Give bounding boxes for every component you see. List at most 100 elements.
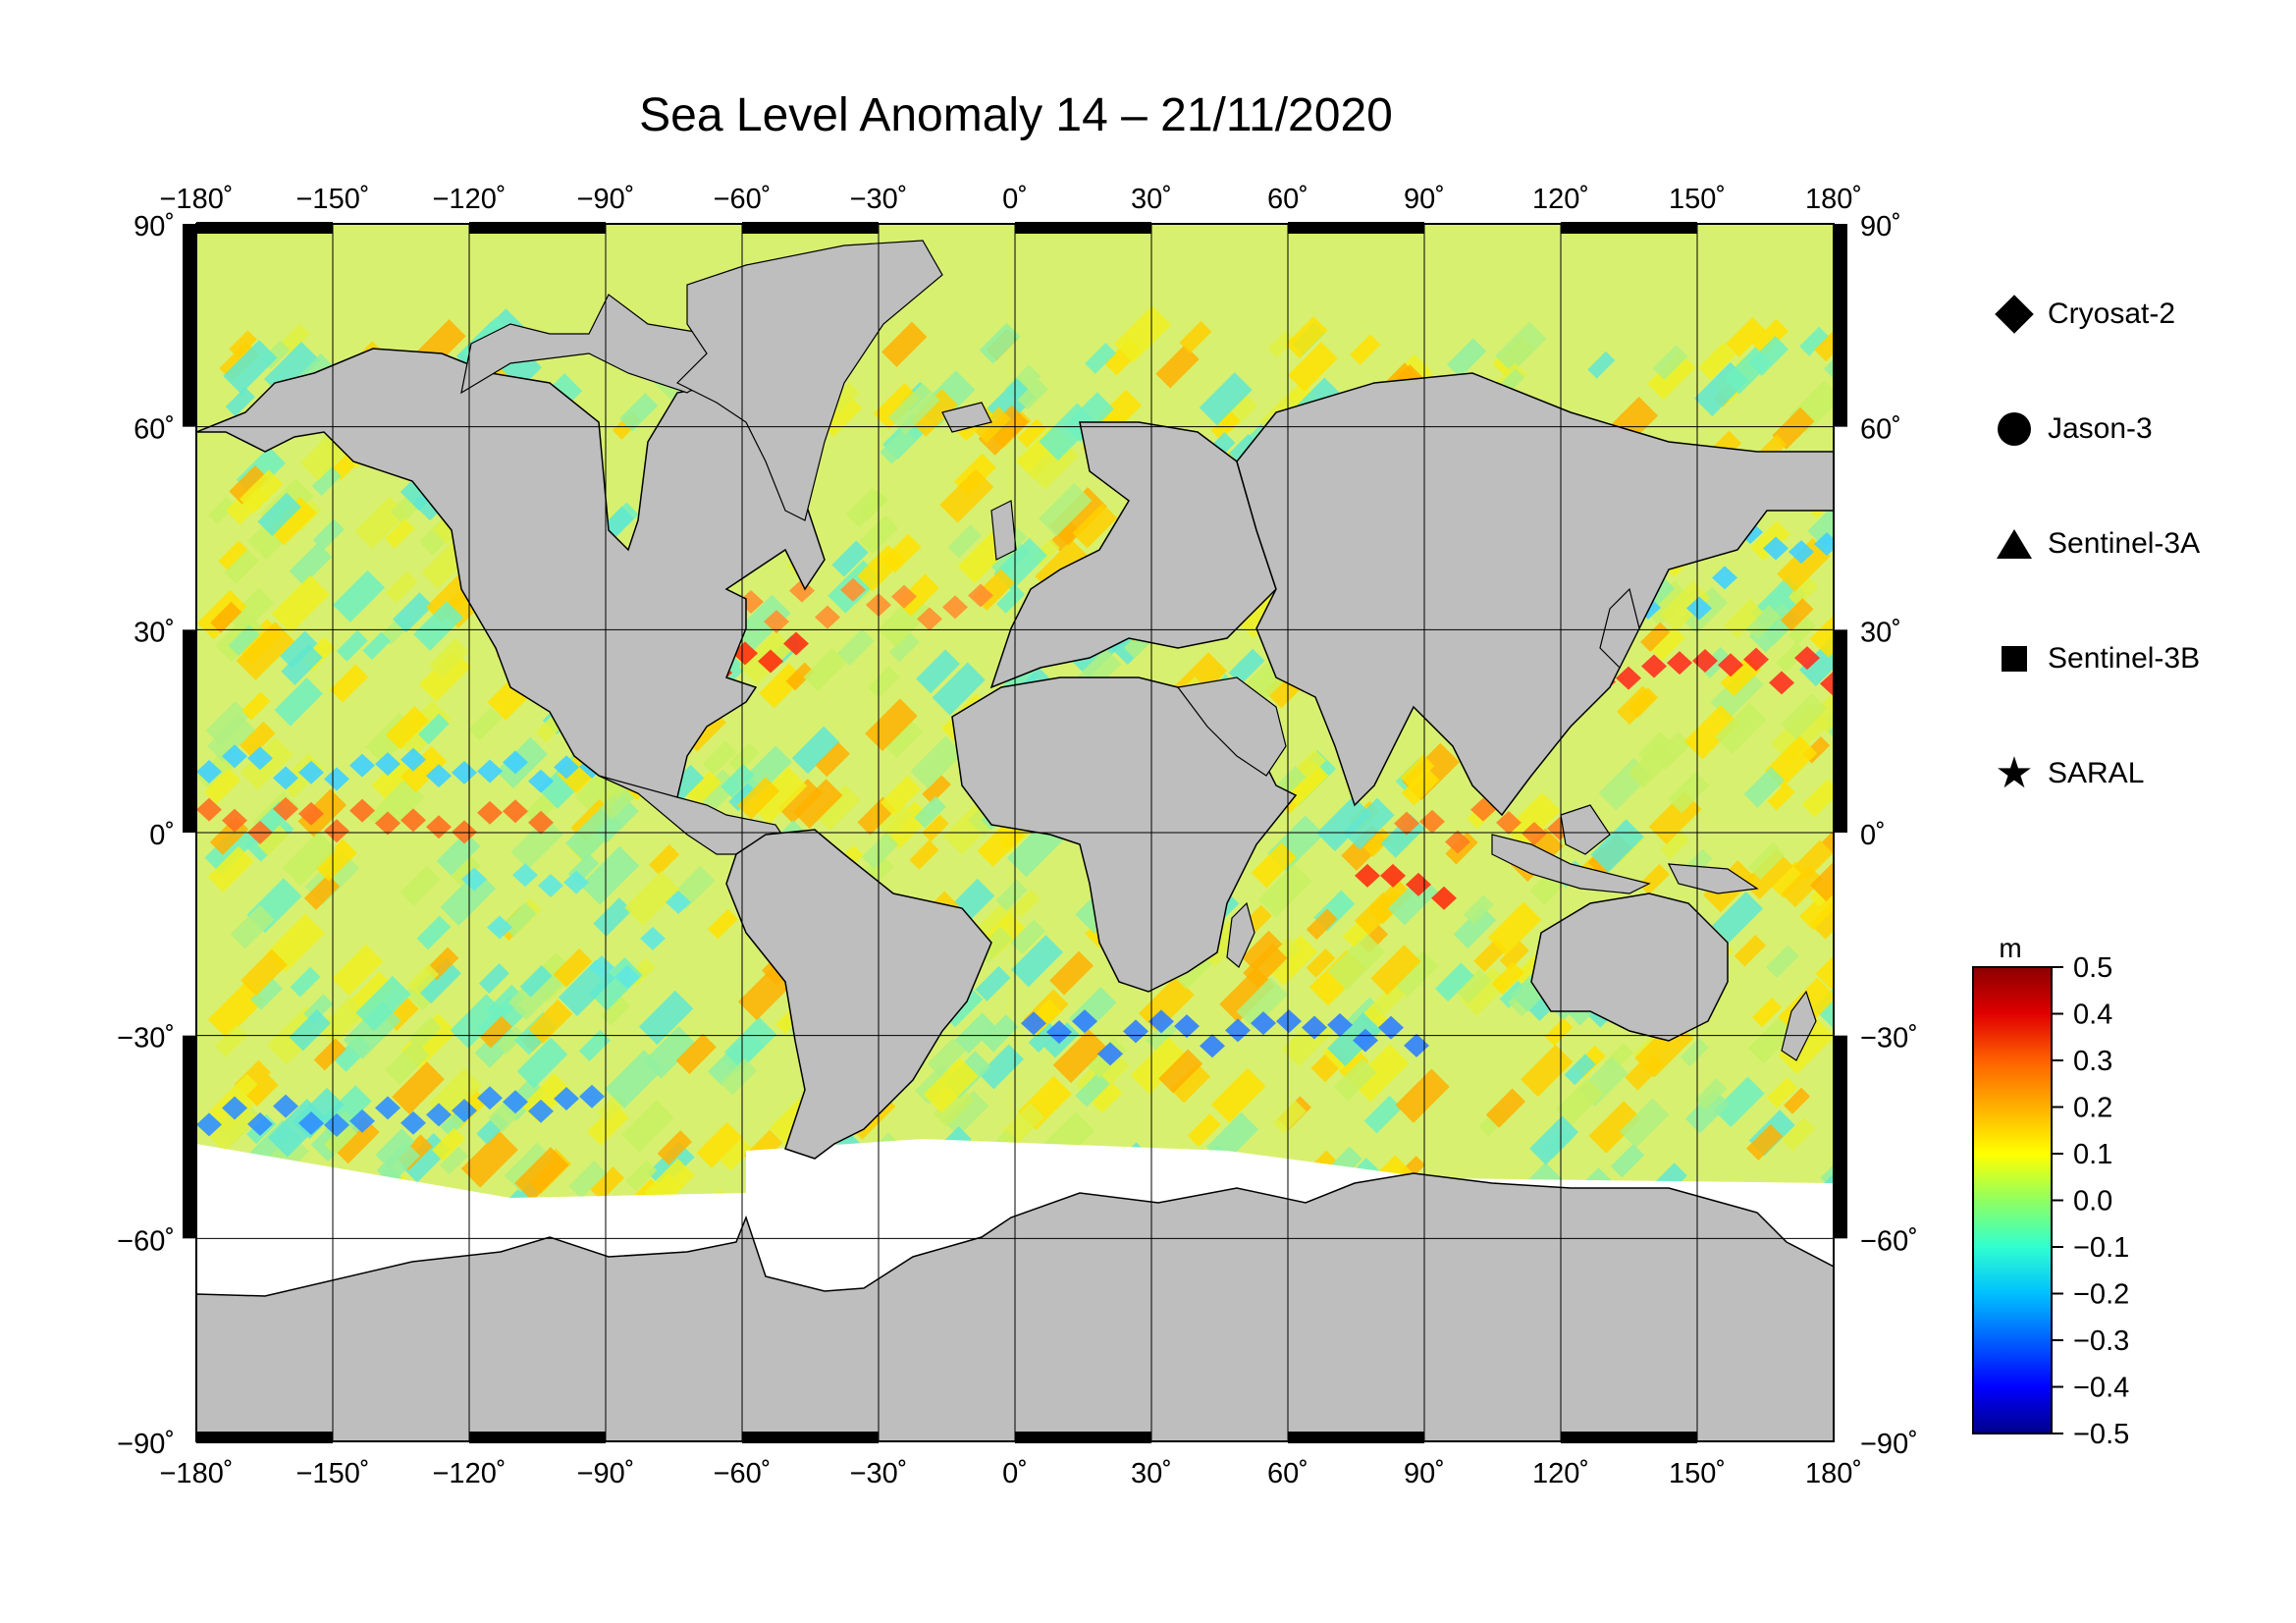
swath-mark: [1745, 1123, 1784, 1161]
lon-tick-label-bottom: −90˚: [577, 1458, 635, 1489]
swath-mark: [289, 1009, 331, 1052]
swath-mark: [880, 775, 922, 817]
swath-mark: [385, 570, 418, 604]
anomaly-mark: [758, 649, 783, 674]
swath-mark: [1814, 330, 1834, 362]
anomaly-mark: [891, 584, 917, 609]
lon-tick-label-bottom: −150˚: [296, 1458, 370, 1489]
swath-mark: [943, 1090, 989, 1137]
swath-mark: [1350, 334, 1381, 365]
swath-mark: [210, 601, 242, 633]
swath-mark: [909, 839, 939, 870]
swath-mark: [857, 544, 904, 592]
anomaly-mark: [1789, 540, 1814, 565]
swath-mark: [1781, 693, 1828, 740]
swath-mark: [312, 518, 345, 551]
lon-tick-label-bottom: 0˚: [1002, 1458, 1028, 1489]
swath-mark: [1784, 1087, 1811, 1114]
swath-mark: [1529, 1115, 1579, 1165]
swath-mark: [230, 904, 275, 949]
swath-mark: [647, 1141, 695, 1189]
swath-mark: [528, 999, 573, 1044]
anomaly-mark: [1225, 1018, 1251, 1043]
lat-tick-label-right: 90˚: [1860, 211, 1901, 243]
swath-mark: [619, 393, 659, 432]
swath-mark: [1767, 783, 1795, 811]
swath-mark: [977, 898, 1021, 943]
swath-mark: [1316, 795, 1372, 852]
anomaly-mark: [1302, 1015, 1327, 1040]
anomaly-mark: [942, 595, 968, 620]
frame-bar-right: [1834, 629, 1847, 833]
anomaly-mark: [666, 891, 691, 915]
anomaly-mark: [1355, 863, 1380, 888]
lon-tick-label-bottom: −30˚: [850, 1458, 908, 1489]
iceland-land: [941, 402, 992, 433]
swath-mark: [791, 726, 840, 775]
swath-mark: [214, 1024, 248, 1057]
swath-mark: [223, 340, 278, 395]
swath-mark: [460, 1130, 518, 1188]
swath-mark: [657, 1130, 693, 1165]
swath-mark: [1395, 1068, 1450, 1123]
swath-mark: [507, 966, 562, 1021]
swath-mark: [1723, 347, 1772, 395]
frame-bar-bottom: [196, 1432, 333, 1443]
swath-mark: [1712, 892, 1764, 944]
anomaly-mark: [1814, 532, 1834, 557]
swath-mark: [1210, 410, 1241, 441]
anomaly-mark: [1148, 1009, 1174, 1034]
swath-mark: [1170, 1063, 1211, 1104]
frame-bar-top: [469, 222, 606, 234]
swath-mark: [624, 870, 680, 927]
swath-mark: [271, 574, 330, 633]
swath-mark: [803, 648, 847, 692]
swath-mark: [981, 1014, 1019, 1053]
lat-tick-label-left: 90˚: [133, 211, 175, 243]
swath-mark: [400, 865, 441, 906]
lon-tick-label-bottom: −120˚: [433, 1458, 507, 1489]
swath-mark: [1257, 863, 1312, 918]
swath-mark: [1644, 580, 1690, 626]
swath-mark: [440, 870, 497, 926]
swath-mark: [1821, 830, 1834, 855]
anomaly-bands: [196, 519, 1834, 1137]
swath-mark: [881, 321, 928, 367]
swath-mark: [737, 964, 794, 1021]
legend-item: Sentinel-3B: [1993, 639, 2200, 678]
swath-mark: [1713, 1076, 1765, 1128]
swath-mark: [362, 631, 391, 661]
swath-mark: [1187, 1113, 1221, 1148]
new-guinea-land: [1667, 863, 1759, 894]
swath-mark: [836, 628, 875, 666]
swath-mark: [1285, 316, 1328, 359]
swath-mark: [1749, 520, 1790, 562]
swath-mark: [600, 996, 631, 1026]
anomaly-mark: [503, 1090, 528, 1114]
lon-tick-label-top: 30˚: [1131, 184, 1172, 215]
swath-mark: [240, 948, 288, 997]
swath-mark: [290, 966, 321, 998]
lon-tick-label-bottom: 150˚: [1669, 1458, 1726, 1489]
lat-tick-label-right: 60˚: [1860, 414, 1901, 446]
anomaly-mark: [1276, 1009, 1302, 1034]
swath-mark: [939, 468, 994, 523]
anomaly-mark: [273, 1094, 298, 1118]
swath-mark: [568, 1160, 608, 1199]
swath-mark: [1243, 943, 1288, 989]
swath-mark: [922, 775, 951, 804]
swath-mark: [229, 330, 257, 358]
swath-mark: [1505, 792, 1561, 848]
swath-mark: [257, 824, 290, 856]
swath-mark: [1521, 1044, 1574, 1098]
anomaly-mark: [1072, 1009, 1097, 1034]
arabia-land: [1176, 676, 1287, 777]
swath-mark: [1158, 1049, 1203, 1094]
swath-mark: [207, 981, 265, 1039]
swath-mark: [208, 496, 237, 524]
anomaly-mark: [1419, 809, 1445, 834]
swath-mark: [1743, 767, 1786, 808]
swath-mark: [241, 691, 271, 721]
anomaly-mark: [349, 753, 375, 778]
swath-mark: [451, 856, 481, 887]
